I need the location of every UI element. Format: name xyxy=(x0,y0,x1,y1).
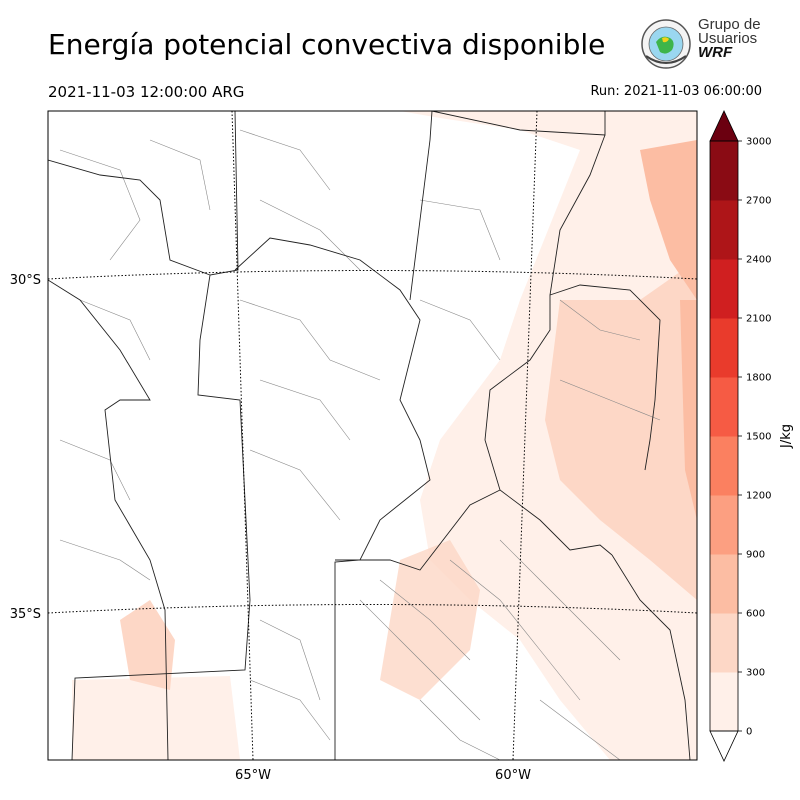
cape-field xyxy=(48,111,697,760)
colorbar-tick-label: 2400 xyxy=(746,255,771,266)
lat-label-35s: 35°S xyxy=(10,607,41,622)
lat-label-30s: 30°S xyxy=(10,273,41,288)
colorbar-segment xyxy=(710,141,738,201)
lon-label-60w: 60°W xyxy=(495,768,531,783)
colorbar-extend-min xyxy=(709,730,739,762)
colorbar-segment xyxy=(710,200,738,260)
colorbar-tick-label: 1200 xyxy=(746,491,771,502)
cape-shading-south xyxy=(120,600,175,690)
colorbar-tick-label: 600 xyxy=(746,609,765,620)
colorbar-segment xyxy=(710,436,738,496)
cape-shading-southwest xyxy=(72,676,240,760)
colorbar-segment xyxy=(710,613,738,673)
colorbar-tick-label: 3000 xyxy=(746,137,771,148)
lon-label-65w: 65°W xyxy=(235,768,271,783)
colorbar-tick-label: 1800 xyxy=(746,373,771,384)
colorbar-segment xyxy=(710,259,738,319)
colorbar-segment xyxy=(710,318,738,378)
graticule xyxy=(48,111,697,760)
chart-title: Energía potencial convectiva disponible xyxy=(48,28,606,61)
colorbar-tick-label: 300 xyxy=(746,668,765,679)
colorbar-segment xyxy=(710,554,738,614)
cape-shading-east-edge xyxy=(680,300,697,520)
valid-time: 2021-11-03 12:00:00 ARG xyxy=(48,83,245,101)
logo-text-line1: Grupo de xyxy=(698,16,761,33)
run-time: Run: 2021-11-03 06:00:00 xyxy=(590,84,762,99)
map-frame xyxy=(47,110,698,761)
colorbar-tick-label: 2100 xyxy=(746,314,771,325)
colorbar: 0 300 600 900 1200 1500 1800 2100 2400 2700 3000 xyxy=(709,110,771,762)
colorbar-segment xyxy=(710,672,738,732)
colorbar-tick-label: 1500 xyxy=(746,432,771,443)
colorbar-tick-label: 900 xyxy=(746,550,765,561)
colorbar-tick-label: 2700 xyxy=(746,196,771,207)
colorbar-extend-max xyxy=(709,110,739,142)
wrf-logo: Grupo de Usuarios WRF xyxy=(638,16,768,72)
colorbar-label: J/kg xyxy=(779,424,794,449)
logo-text-line3: WRF xyxy=(698,44,733,61)
colorbar-segment xyxy=(710,377,738,437)
colorbar-segment xyxy=(710,495,738,555)
colorbar-tick-label: 0 xyxy=(746,727,752,738)
cape-shading-coast xyxy=(545,260,697,600)
cape-shading-highest xyxy=(640,140,697,300)
logo-text-line2: Usuarios xyxy=(698,30,758,47)
globe-icon xyxy=(641,19,691,69)
